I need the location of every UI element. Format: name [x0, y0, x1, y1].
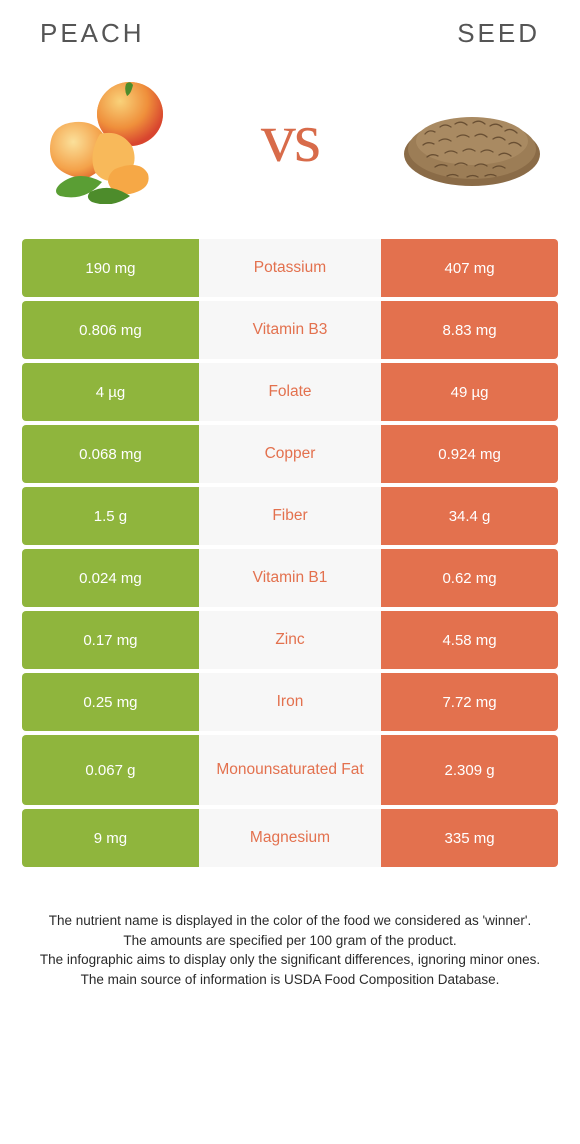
footer-line: The infographic aims to display only the…	[30, 950, 550, 970]
seed-value: 2.309 g	[381, 735, 558, 805]
peach-image	[30, 69, 185, 209]
peach-value: 1.5 g	[22, 487, 199, 545]
peach-value: 0.806 mg	[22, 301, 199, 359]
table-row: 0.067 gMonounsaturated Fat2.309 g	[22, 735, 558, 805]
peach-value: 0.024 mg	[22, 549, 199, 607]
peach-value: 0.068 mg	[22, 425, 199, 483]
table-row: 190 mgPotassium407 mg	[22, 239, 558, 297]
nutrient-label: Fiber	[199, 487, 381, 545]
table-row: 0.25 mgIron7.72 mg	[22, 673, 558, 731]
nutrient-label: Zinc	[199, 611, 381, 669]
footer-notes: The nutrient name is displayed in the co…	[0, 871, 580, 1019]
table-row: 0.17 mgZinc4.58 mg	[22, 611, 558, 669]
seed-value: 0.924 mg	[381, 425, 558, 483]
seed-icon	[395, 79, 550, 199]
seed-image	[395, 69, 550, 209]
peach-value: 0.067 g	[22, 735, 199, 805]
hero-row: vs	[0, 59, 580, 239]
seed-value: 4.58 mg	[381, 611, 558, 669]
table-row: 4 µgFolate49 µg	[22, 363, 558, 421]
seed-value: 335 mg	[381, 809, 558, 867]
seed-value: 8.83 mg	[381, 301, 558, 359]
nutrient-label: Copper	[199, 425, 381, 483]
nutrient-label: Iron	[199, 673, 381, 731]
footer-line: The nutrient name is displayed in the co…	[30, 911, 550, 931]
seed-value: 7.72 mg	[381, 673, 558, 731]
header: Peach Seed	[0, 0, 580, 59]
peach-value: 9 mg	[22, 809, 199, 867]
seed-value: 34.4 g	[381, 487, 558, 545]
comparison-table: 190 mgPotassium407 mg0.806 mgVitamin B38…	[0, 239, 580, 867]
table-row: 0.806 mgVitamin B38.83 mg	[22, 301, 558, 359]
nutrient-label: Vitamin B3	[199, 301, 381, 359]
peach-value: 0.17 mg	[22, 611, 199, 669]
peach-value: 190 mg	[22, 239, 199, 297]
vs-label: vs	[261, 99, 319, 179]
table-row: 0.024 mgVitamin B10.62 mg	[22, 549, 558, 607]
table-row: 0.068 mgCopper0.924 mg	[22, 425, 558, 483]
header-title-left: Peach	[40, 18, 145, 49]
seed-value: 407 mg	[381, 239, 558, 297]
seed-value: 49 µg	[381, 363, 558, 421]
table-row: 9 mgMagnesium335 mg	[22, 809, 558, 867]
header-title-right: Seed	[457, 18, 540, 49]
footer-line: The amounts are specified per 100 gram o…	[30, 931, 550, 951]
footer-line: The main source of information is USDA F…	[30, 970, 550, 990]
nutrient-label: Magnesium	[199, 809, 381, 867]
peach-icon	[30, 74, 185, 204]
nutrient-label: Potassium	[199, 239, 381, 297]
seed-value: 0.62 mg	[381, 549, 558, 607]
peach-value: 4 µg	[22, 363, 199, 421]
peach-value: 0.25 mg	[22, 673, 199, 731]
nutrient-label: Vitamin B1	[199, 549, 381, 607]
nutrient-label: Monounsaturated Fat	[199, 735, 381, 805]
nutrient-label: Folate	[199, 363, 381, 421]
table-row: 1.5 gFiber34.4 g	[22, 487, 558, 545]
